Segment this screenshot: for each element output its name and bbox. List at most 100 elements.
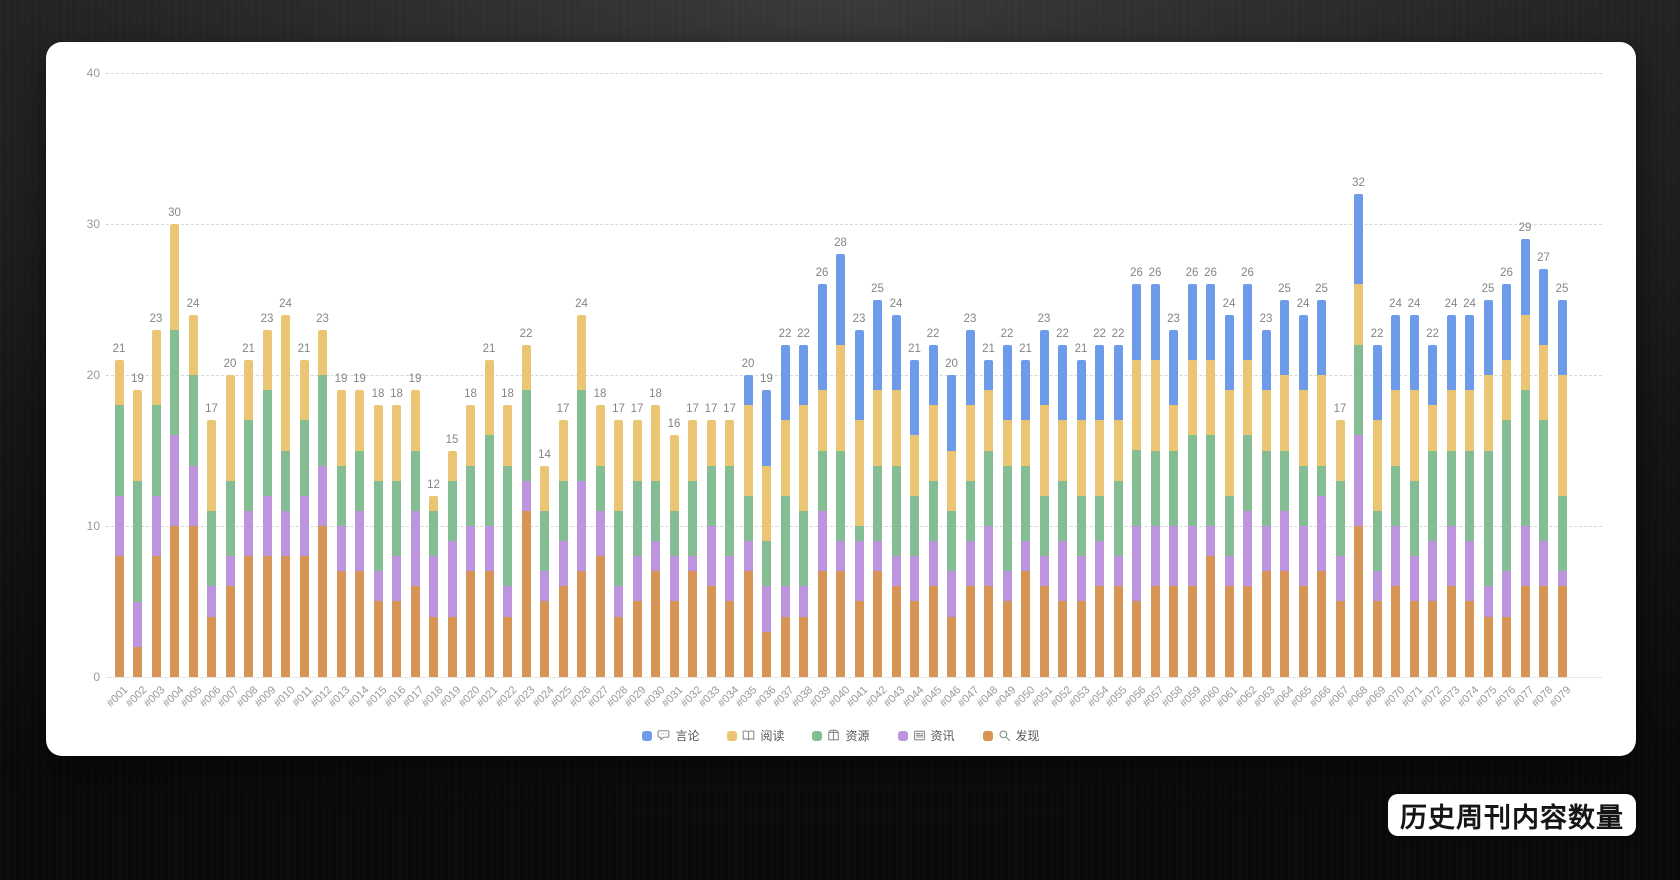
bar-total-label: 29 [1518,222,1532,235]
bar-segment-阅读 [725,420,734,466]
bar-total-label: 25 [871,282,884,295]
bar-segment-发现 [854,601,864,677]
bar-027 [595,405,605,677]
bar-segment-发现 [1502,616,1511,677]
bar-total-label: 22 [1426,327,1439,340]
bar-segment-资源 [1483,450,1493,587]
bar-segment-资讯 [1557,571,1567,587]
bar-total-label: 18 [649,388,662,401]
bar-segment-阅读 [632,420,642,481]
bar-segment-发现 [410,586,420,677]
bar-segment-资讯 [1391,526,1400,587]
bar-018 [429,495,438,677]
bar-segment-发现 [928,586,938,677]
bar-total-label: 17 [205,403,218,416]
gridline-10 [106,526,1602,527]
bar-segment-资讯 [984,526,993,587]
bar-017 [410,390,420,677]
bar-segment-阅读 [1169,405,1178,451]
bar-024 [540,465,549,677]
bar-020 [466,405,475,677]
bar-001 [114,359,124,677]
bar-segment-发现 [1335,601,1345,677]
legend-color-chip [982,730,993,741]
bar-segment-资讯 [1039,556,1049,587]
bar-segment-资源 [1502,420,1511,572]
bar-total-label: 22 [1056,327,1069,340]
bar-segment-资源 [466,465,475,526]
bar-total-label: 18 [390,388,403,401]
bar-segment-言论 [1280,299,1289,376]
bar-segment-资源 [725,465,734,557]
x-axis-line [106,677,1602,678]
bar-segment-资讯 [1132,525,1141,602]
bar-segment-发现 [1483,616,1493,677]
bar-segment-资讯 [910,556,919,602]
bar-073 [1446,314,1456,677]
bar-segment-言论 [1058,344,1067,421]
bar-segment-言论 [1113,344,1123,421]
bar-segment-资讯 [891,556,901,587]
bar-077 [1520,239,1530,677]
bar-060 [1206,284,1215,677]
chart-title-text: 历史周刊内容数量 [1400,802,1624,833]
bar-segment-阅读 [1539,344,1548,421]
bar-050 [1021,359,1030,677]
y-tick-label: 20 [86,368,100,382]
bar-069 [1372,344,1382,677]
bar-segment-发现 [595,556,605,677]
bar-segment-资源 [1465,450,1474,542]
bar-segment-资讯 [447,541,457,617]
bar-segment-言论 [947,375,956,451]
bar-total-label: 22 [519,327,533,340]
bar-segment-资源 [984,450,993,526]
bar-segment-资讯 [1483,586,1493,617]
bar-segment-阅读 [1520,314,1530,391]
bar-total-label: 24 [1463,297,1476,310]
gridline-30 [106,224,1602,225]
bar-segment-资讯 [706,526,716,587]
bar-segment-资讯 [1058,541,1067,602]
bar-segment-发现 [706,586,716,677]
bar-total-label: 17 [723,403,736,416]
bar-segment-阅读 [1021,420,1030,466]
bar-segment-发现 [151,556,161,677]
bar-segment-言论 [1539,269,1548,345]
bar-segment-言论 [1372,344,1382,421]
bar-total-label: 17 [630,403,644,416]
legend-color-chip [812,730,823,741]
bar-segment-资源 [1298,465,1308,526]
bar-segment-阅读 [1372,420,1382,511]
bar-segment-发现 [281,556,290,677]
bar-segment-阅读 [1076,420,1086,496]
bar-segment-阅读 [762,465,771,542]
chart-card: 0 10 20 30 40 21 #001 19 #002 23 #003 30 #004 24 #005 1… [46,42,1636,756]
bar-segment-发现 [1520,586,1530,677]
bar-segment-资源 [1409,480,1419,557]
bar-041 [854,329,864,677]
bar-segment-阅读 [1428,405,1437,451]
chart-title-badge: 历史周刊内容数量 [1388,794,1636,836]
bar-total-label: 28 [834,237,847,250]
legend-label: 发现 [1015,729,1040,743]
bar-segment-资讯 [521,480,531,511]
bar-segment-资讯 [1169,526,1178,587]
bar-segment-阅读 [817,390,827,451]
bar-segment-阅读 [484,359,494,436]
bar-segment-资讯 [558,541,568,587]
bar-040 [836,254,845,677]
bar-segment-资讯 [1076,556,1086,602]
bar-segment-阅读 [1446,390,1456,451]
bar-segment-阅读 [706,420,716,466]
bar-segment-资源 [1317,465,1326,496]
bar-segment-资讯 [854,541,864,602]
bar-segment-资源 [429,510,438,557]
bar-segment-言论 [799,344,808,406]
bar-segment-阅读 [1317,375,1326,466]
bar-total-label: 24 [1444,297,1458,310]
y-tick-label: 0 [93,670,100,684]
bar-total-label: 14 [538,448,551,461]
bar-segment-发现 [632,601,642,677]
bar-segment-阅读 [151,329,161,406]
bar-total-label: 15 [445,433,459,446]
